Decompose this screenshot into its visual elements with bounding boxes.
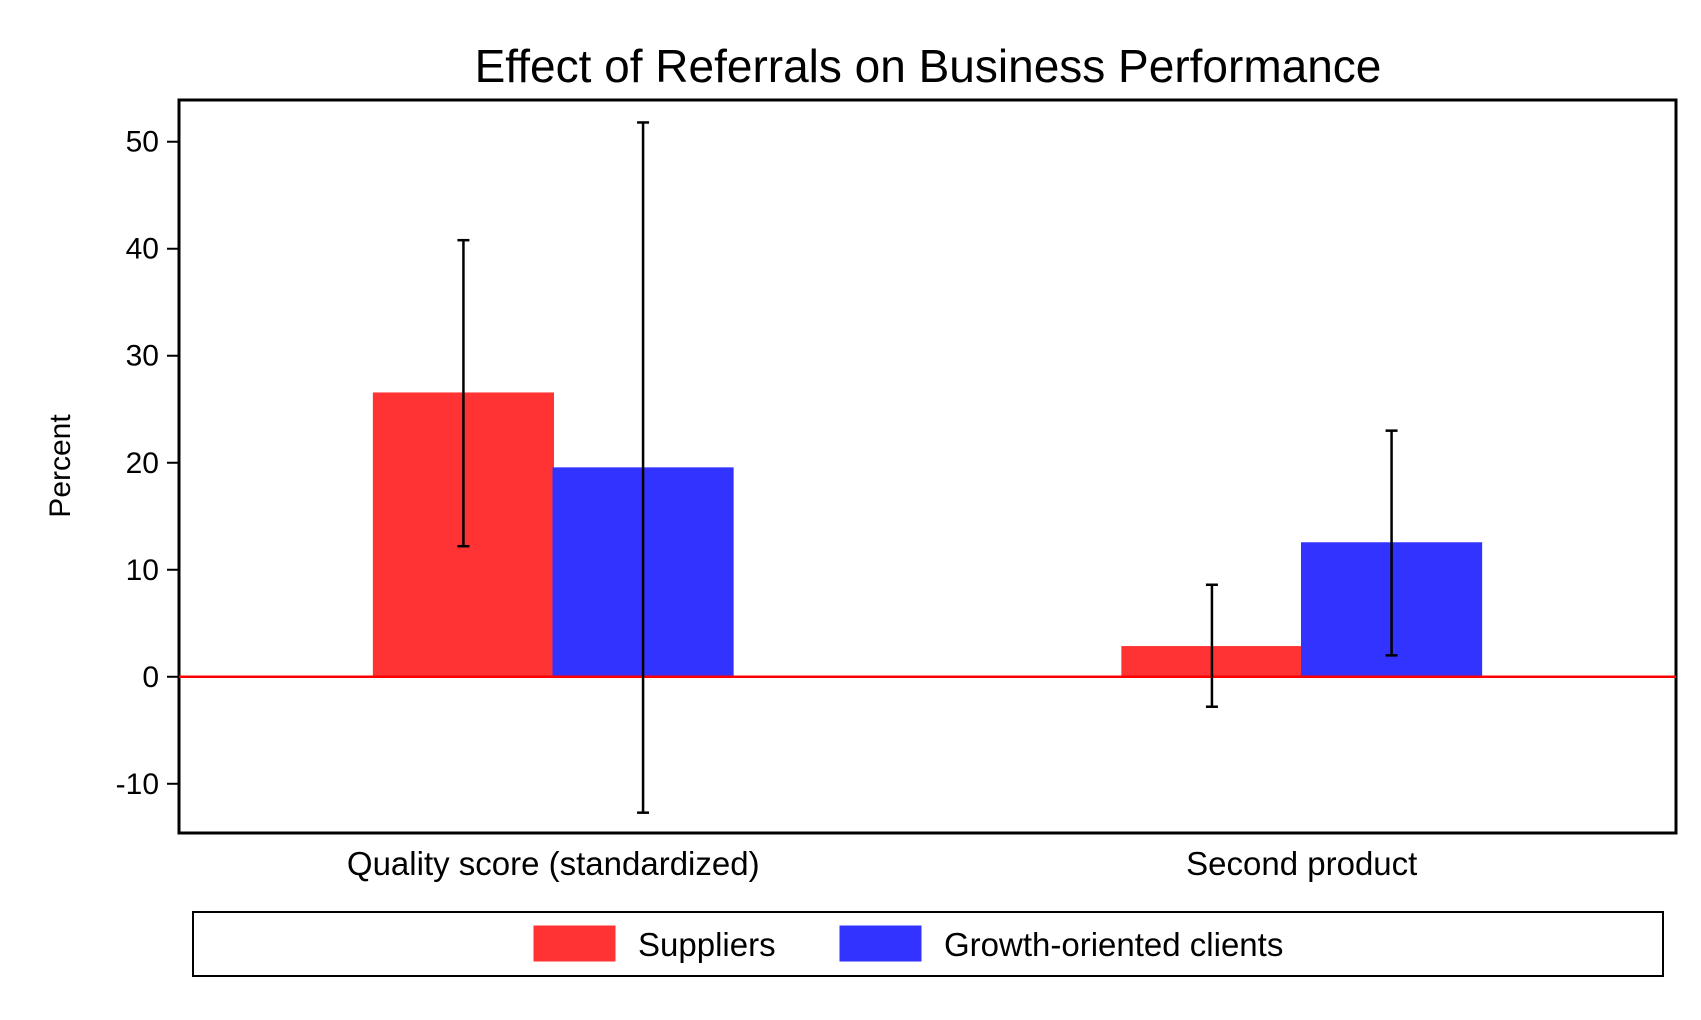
y-axis: -10 0 10 20 30 40 50 — [116, 126, 179, 801]
y-tick-label: -10 — [116, 768, 159, 801]
category-labels: Quality score (standardized) Second produ… — [347, 845, 1417, 882]
x-category-label: Second product — [1186, 845, 1417, 882]
y-tick-label: 40 — [126, 233, 159, 266]
legend-label-growth-oriented-clients: Growth-oriented clients — [944, 926, 1283, 963]
bars — [372, 392, 1483, 678]
plot-frame — [177, 98, 1678, 835]
x-category-label: Quality score (standardized) — [347, 845, 760, 882]
legend-swatch-suppliers — [533, 925, 616, 962]
y-tick-label: 50 — [126, 126, 159, 159]
y-tick-label: 30 — [126, 340, 159, 373]
error-bar-growth-oriented-clients-quality-score-standardized — [637, 121, 650, 814]
legend-box — [192, 911, 1664, 977]
legend: Suppliers Growth-oriented clients — [192, 911, 1664, 977]
y-tick-label: 10 — [126, 554, 159, 587]
error-bar-growth-oriented-clients-second-product — [1385, 429, 1398, 657]
legend-swatch-growth-oriented-clients — [839, 925, 922, 962]
legend-label-suppliers: Suppliers — [638, 926, 776, 963]
y-axis-title: Percent — [44, 414, 77, 518]
error-bar-suppliers-second-product — [1205, 583, 1218, 708]
y-tick-label: 20 — [126, 447, 159, 480]
error-bar-suppliers-quality-score-standardized — [457, 238, 470, 548]
y-tick-label: 0 — [142, 661, 159, 694]
chart-title: Effect of Referrals on Business Performa… — [475, 40, 1382, 92]
error-bars — [457, 121, 1398, 814]
